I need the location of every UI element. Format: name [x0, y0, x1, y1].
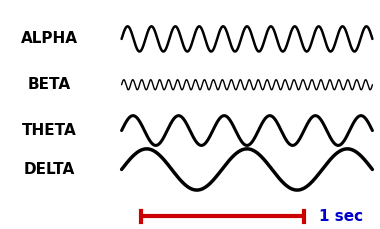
Text: DELTA: DELTA — [24, 162, 75, 177]
Text: ALPHA: ALPHA — [21, 31, 78, 46]
Text: THETA: THETA — [22, 123, 77, 138]
Text: 1 sec: 1 sec — [319, 209, 363, 224]
Text: BETA: BETA — [28, 77, 71, 92]
